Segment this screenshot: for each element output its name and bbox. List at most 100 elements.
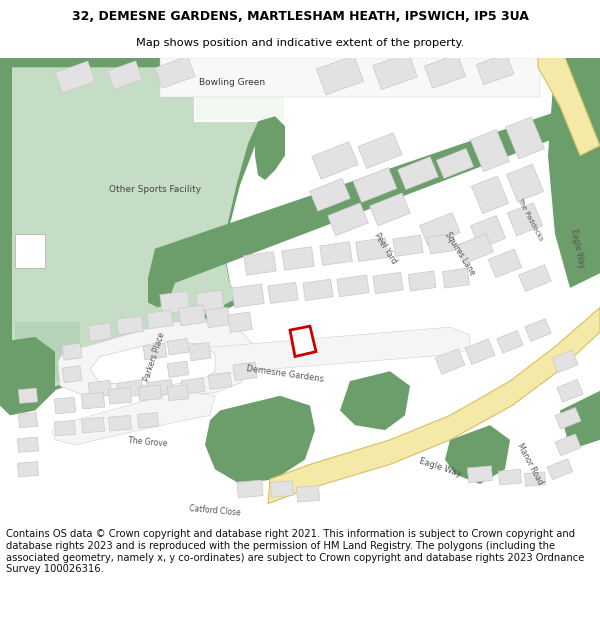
Polygon shape	[428, 234, 456, 254]
Polygon shape	[268, 282, 298, 304]
Text: Demesne Gardens: Demesne Gardens	[245, 364, 325, 384]
Polygon shape	[393, 235, 423, 256]
Polygon shape	[228, 312, 252, 332]
Polygon shape	[19, 388, 38, 403]
Polygon shape	[139, 385, 161, 401]
Polygon shape	[424, 54, 466, 88]
Polygon shape	[255, 116, 285, 180]
Polygon shape	[146, 379, 173, 396]
Polygon shape	[518, 265, 551, 291]
Polygon shape	[15, 322, 80, 381]
Polygon shape	[548, 58, 600, 288]
Polygon shape	[445, 425, 510, 484]
Text: Other Sports Facility: Other Sports Facility	[109, 186, 201, 194]
Text: Eagle Way: Eagle Way	[418, 456, 462, 478]
Text: Squires Lane: Squires Lane	[443, 230, 477, 277]
Polygon shape	[506, 164, 544, 202]
Polygon shape	[15, 234, 45, 268]
Text: Manor Road: Manor Road	[515, 442, 545, 487]
Text: Peel Yard: Peel Yard	[372, 232, 398, 266]
Polygon shape	[100, 327, 470, 383]
Polygon shape	[337, 275, 369, 297]
Polygon shape	[373, 53, 418, 89]
Polygon shape	[310, 178, 350, 211]
Polygon shape	[17, 437, 38, 452]
Polygon shape	[370, 193, 410, 226]
Text: Bowling Green: Bowling Green	[199, 78, 265, 86]
Polygon shape	[560, 391, 600, 450]
Polygon shape	[195, 69, 285, 121]
Polygon shape	[465, 339, 495, 364]
Polygon shape	[457, 234, 494, 264]
Polygon shape	[109, 388, 131, 404]
Polygon shape	[62, 366, 82, 382]
Polygon shape	[62, 343, 82, 360]
Polygon shape	[525, 319, 551, 341]
Polygon shape	[160, 291, 190, 314]
Polygon shape	[499, 469, 521, 485]
Polygon shape	[181, 378, 205, 394]
Text: Map shows position and indicative extent of the property.: Map shows position and indicative extent…	[136, 38, 464, 48]
Polygon shape	[555, 408, 581, 429]
Polygon shape	[167, 385, 188, 401]
Polygon shape	[244, 252, 276, 275]
Polygon shape	[233, 362, 257, 381]
Polygon shape	[146, 310, 173, 329]
Polygon shape	[508, 202, 542, 236]
Polygon shape	[488, 249, 522, 278]
Polygon shape	[0, 58, 300, 406]
Polygon shape	[316, 56, 364, 95]
Polygon shape	[310, 175, 420, 219]
Polygon shape	[205, 396, 315, 484]
Polygon shape	[109, 416, 131, 431]
Polygon shape	[356, 238, 388, 261]
Polygon shape	[82, 392, 104, 409]
Polygon shape	[107, 61, 143, 89]
Polygon shape	[290, 326, 316, 356]
Polygon shape	[296, 486, 320, 502]
Polygon shape	[497, 331, 523, 353]
Polygon shape	[282, 247, 314, 270]
Polygon shape	[189, 342, 211, 361]
Polygon shape	[358, 132, 402, 169]
Polygon shape	[88, 380, 112, 398]
Polygon shape	[472, 176, 509, 214]
Text: Eagle Way: Eagle Way	[569, 228, 587, 269]
Polygon shape	[116, 316, 143, 334]
Polygon shape	[476, 54, 514, 85]
Polygon shape	[373, 272, 403, 294]
Polygon shape	[143, 343, 167, 360]
Polygon shape	[155, 56, 195, 88]
Polygon shape	[436, 148, 473, 178]
Polygon shape	[206, 307, 230, 328]
Polygon shape	[340, 371, 410, 430]
Polygon shape	[178, 305, 206, 326]
Polygon shape	[320, 242, 352, 266]
Polygon shape	[90, 342, 215, 386]
Polygon shape	[196, 290, 224, 311]
Polygon shape	[55, 61, 95, 93]
Polygon shape	[167, 339, 189, 355]
Polygon shape	[408, 271, 436, 291]
Polygon shape	[398, 157, 439, 189]
Polygon shape	[538, 58, 600, 156]
Polygon shape	[52, 391, 215, 445]
Polygon shape	[17, 462, 38, 477]
Polygon shape	[55, 398, 76, 414]
Polygon shape	[435, 349, 465, 374]
Text: Catford Close: Catford Close	[189, 504, 241, 518]
Polygon shape	[0, 337, 55, 416]
Polygon shape	[268, 308, 600, 504]
Polygon shape	[505, 117, 545, 159]
Polygon shape	[232, 284, 264, 308]
Polygon shape	[557, 379, 583, 402]
Polygon shape	[312, 142, 358, 179]
Polygon shape	[82, 418, 104, 433]
Text: 32, DEMESNE GARDENS, MARTLESHAM HEATH, IPSWICH, IP5 3UA: 32, DEMESNE GARDENS, MARTLESHAM HEATH, I…	[71, 9, 529, 22]
Text: The Grove: The Grove	[128, 436, 168, 448]
Polygon shape	[303, 279, 333, 301]
Polygon shape	[19, 412, 38, 428]
Polygon shape	[116, 380, 143, 398]
Polygon shape	[470, 216, 506, 249]
Polygon shape	[58, 320, 255, 396]
